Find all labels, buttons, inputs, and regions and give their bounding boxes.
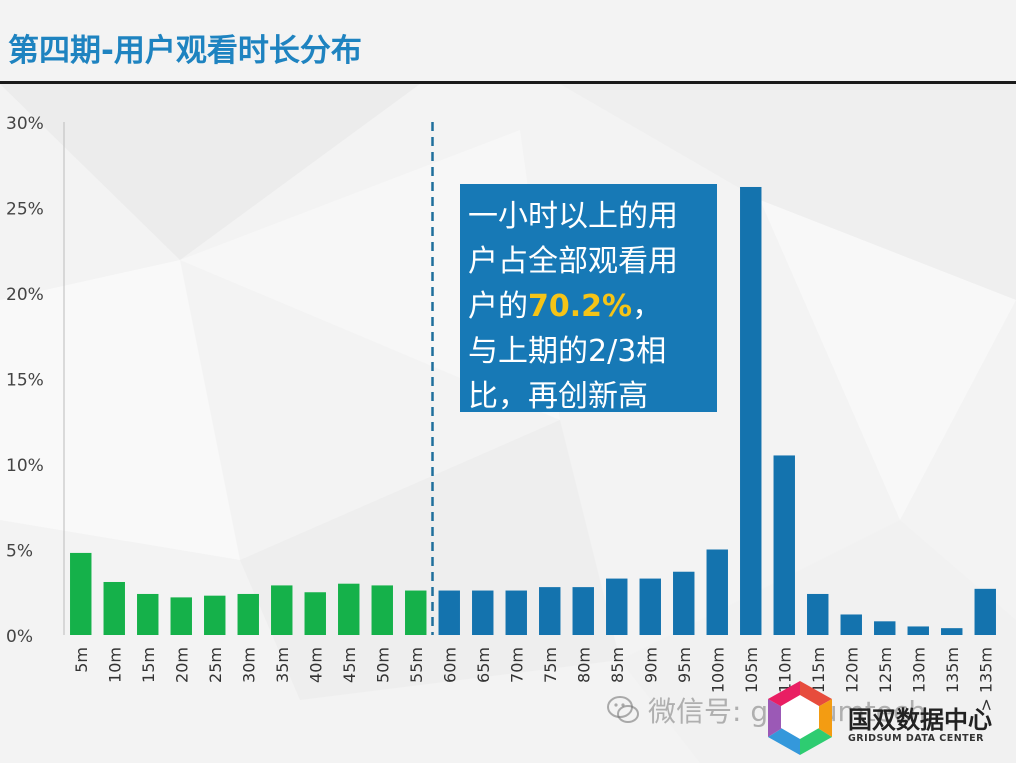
bar-105m (740, 186, 762, 636)
bar-35m (271, 585, 293, 635)
bar-85m (606, 578, 628, 635)
x-tick-label: 15m (139, 647, 158, 683)
x-tick-label: 80m (574, 647, 593, 683)
bar-60m (438, 590, 460, 635)
bar-20m (170, 597, 192, 635)
bar-50m (371, 585, 393, 635)
y-tick-label: 20% (6, 285, 44, 305)
bar-125m (874, 621, 896, 635)
x-tick-label: 130m (909, 647, 928, 693)
x-tick-label: 30m (239, 647, 258, 683)
callout-line-3-suffix: ， (632, 289, 663, 324)
bar-30m (237, 593, 259, 635)
callout-line-1: 一小时以上的用 (468, 199, 678, 234)
y-tick-label: 15% (6, 371, 44, 391)
bar-90m (639, 578, 661, 635)
y-tick-label: 5% (6, 542, 33, 562)
bar-130m (907, 626, 929, 635)
x-tick-label: 110m (775, 647, 794, 693)
x-tick-label: 60m (440, 647, 459, 683)
x-tick-label: 10m (105, 647, 124, 683)
logo-name: 国双数据中心 (848, 706, 992, 734)
bar-115m (807, 593, 829, 635)
x-tick-label: 55m (407, 647, 426, 683)
bars (70, 122, 996, 636)
bar-5m (70, 552, 92, 635)
bar-10m (103, 581, 125, 635)
callout-line-4: 与上期的2/3相 (468, 334, 667, 369)
callout-line-2: 户占全部观看用 (468, 244, 678, 279)
x-tick-label: 135m (943, 647, 962, 693)
y-tick-label: 25% (6, 200, 44, 220)
bar-80m (572, 587, 594, 635)
x-tick-label: 50m (373, 647, 392, 683)
x-tick-label: 25m (206, 647, 225, 683)
wechat-icon (607, 696, 639, 723)
bar-120m (840, 614, 862, 635)
bar-75m (539, 587, 561, 635)
x-tick-label: > 135m (976, 647, 995, 712)
page-title: 第四期-用户观看时长分布 (8, 33, 362, 69)
bar-15m (137, 593, 159, 635)
x-tick-label: 75m (541, 647, 560, 683)
x-tick-label: 105m (742, 647, 761, 693)
callout-highlight-percent: 70.2% (528, 289, 633, 324)
title-divider (0, 81, 1016, 84)
logo-subtitle: GRIDSUM DATA CENTER (848, 733, 984, 744)
callout-line-3-prefix: 户的 (468, 289, 528, 324)
x-tick-label: 115m (809, 647, 828, 693)
y-tick-label: 10% (6, 456, 44, 476)
x-tick-label: 20m (172, 647, 191, 683)
bar-25m (204, 595, 226, 635)
bar-65m (472, 590, 494, 635)
x-tick-label: 40m (306, 647, 325, 683)
gridsum-logo-icon (768, 681, 832, 755)
x-tick-label: 100m (708, 647, 727, 693)
bar-135m (974, 588, 996, 635)
bar-45m (338, 583, 360, 635)
x-tick-label: 95m (675, 647, 694, 683)
x-tick-label: 5m (72, 647, 91, 673)
x-axis-labels: 5m 10m 15m 20m 25m 30m 35m 40m 45m 50m 55m 60m 65m 70… (72, 647, 996, 712)
bar-70m (505, 590, 527, 635)
x-tick-label: 65m (474, 647, 493, 683)
x-tick-label: 85m (608, 647, 627, 683)
bar-100m (706, 549, 728, 635)
x-tick-label: 45m (340, 647, 359, 683)
y-tick-label: 30% (6, 114, 44, 134)
x-tick-label: 120m (842, 647, 861, 693)
y-tick-label: 0% (6, 627, 33, 647)
bar-55m (405, 590, 427, 635)
y-axis: 0% 5% 10% 15% 20% 25% 30% (6, 114, 65, 647)
callout-line-3: 户的70.2%， (468, 284, 713, 329)
bar-40m (304, 592, 326, 635)
x-tick-label: 90m (641, 647, 660, 683)
callout-line-5: 比，再创新高 (468, 379, 648, 414)
bar-95m (673, 571, 695, 635)
x-tick-label: 125m (876, 647, 895, 693)
x-tick-label: 70m (507, 647, 526, 683)
bar-135m (941, 628, 963, 635)
callout-box: 一小时以上的用 户占全部观看用 户的70.2%， 与上期的2/3相 比，再创新高 (460, 184, 717, 414)
bar-110m (773, 455, 795, 635)
x-tick-label: 35m (273, 647, 292, 683)
